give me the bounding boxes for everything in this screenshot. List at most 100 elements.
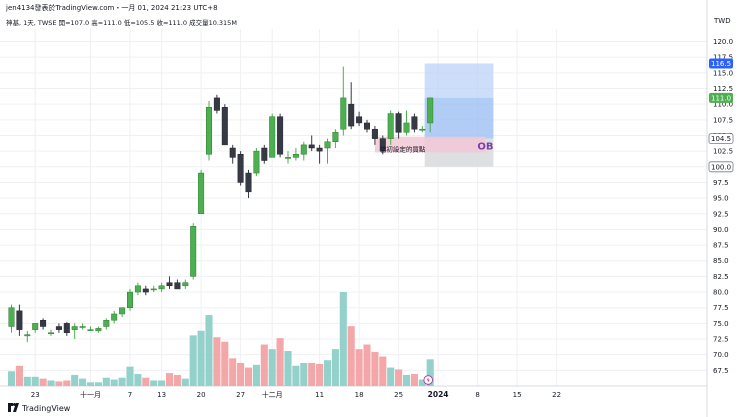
candle-body xyxy=(63,323,70,334)
candle-body xyxy=(40,319,47,327)
price-tick-label: 85.0 xyxy=(713,257,729,265)
currency-label[interactable]: TWD xyxy=(714,17,731,25)
volume-bar xyxy=(426,359,434,386)
volume-bar xyxy=(323,360,332,386)
volume-bar xyxy=(79,378,87,386)
chart-annotations: 當初設定的買點 OB xyxy=(380,141,494,385)
volume-bar xyxy=(126,366,134,386)
candle-body xyxy=(182,282,189,287)
candle-body xyxy=(364,122,370,130)
candle-body xyxy=(71,326,78,330)
candle-body xyxy=(166,282,173,287)
volume-bar xyxy=(15,365,23,386)
buy-point-note: 當初設定的買點 xyxy=(380,144,426,153)
candle-body xyxy=(87,329,94,331)
time-tick-label: 23 xyxy=(31,391,40,399)
tradingview-brand[interactable]: TradingView xyxy=(8,403,70,413)
price-axis[interactable]: 67.5 70.0 72.5 75.0 77.5 80.0 82.5 85.0 87.5 90.0… xyxy=(713,38,733,375)
brand-name: TradingView xyxy=(22,404,71,413)
candle-body xyxy=(237,154,244,183)
price-tick-label: 115.0 xyxy=(713,69,733,77)
price-tags: 116.5 111.0 104.5 100.0 xyxy=(708,58,734,173)
candle-body xyxy=(142,288,149,293)
price-tag-label: 104.5 xyxy=(711,135,731,143)
volume-bar xyxy=(205,315,213,386)
candle-body xyxy=(300,144,307,155)
volume-bar xyxy=(63,380,71,386)
volume-bar xyxy=(402,374,411,386)
candle-body xyxy=(395,113,402,133)
volume-bar xyxy=(371,351,379,386)
volume-bar xyxy=(244,367,253,386)
volume-bar xyxy=(410,374,418,386)
time-tick-label: 15 xyxy=(513,391,522,399)
candle-body xyxy=(387,113,394,139)
order-block-label: OB xyxy=(477,141,493,152)
volume-bar xyxy=(31,376,39,386)
volume-bar xyxy=(7,371,16,386)
candle-body xyxy=(340,97,347,130)
price-tick-label: 117.5 xyxy=(713,54,733,62)
volume-bar xyxy=(197,330,205,386)
price-tag xyxy=(709,92,733,103)
volume-bar xyxy=(237,362,245,386)
price-tick-label: 90.0 xyxy=(713,226,729,234)
position-zones xyxy=(374,63,494,167)
volume-bar xyxy=(363,344,371,386)
time-tick-label: 7 xyxy=(128,391,132,399)
price-tick-label: 70.0 xyxy=(713,351,729,359)
target-zone-filled xyxy=(424,97,494,139)
volume-bar xyxy=(158,380,166,386)
candle-body xyxy=(190,226,197,277)
symbol-info: 神基, 1天, TWSE 開=107.0 高=111.0 低=105.5 收=1… xyxy=(6,19,237,27)
candle-body xyxy=(253,150,260,174)
candle-body xyxy=(221,107,228,146)
candle-body xyxy=(348,103,355,127)
tradingview-logo-icon xyxy=(8,403,19,412)
time-axis[interactable]: 23 十一月 7 13 20 27 十二月 11 18 25 2024 8 15 22 xyxy=(31,390,561,399)
candle-body xyxy=(198,172,205,215)
volume-bar xyxy=(284,351,292,386)
volume-bar xyxy=(39,378,47,386)
candle-body xyxy=(103,319,110,327)
price-tag xyxy=(709,58,733,69)
time-tick-label: 22 xyxy=(552,391,561,399)
volume-bar xyxy=(110,379,118,386)
volume-bar xyxy=(94,382,102,386)
price-tick-label: 75.0 xyxy=(713,320,729,328)
volume-bar xyxy=(355,349,363,386)
price-tick-label: 67.5 xyxy=(713,367,729,375)
time-tick-label: 27 xyxy=(236,391,245,399)
volume-bar xyxy=(379,356,387,386)
candle-body xyxy=(174,282,181,290)
price-tick-label: 110.0 xyxy=(713,101,733,109)
candle-body xyxy=(8,307,15,327)
candle-body xyxy=(95,328,102,332)
candle-body xyxy=(269,116,276,158)
volume-bar xyxy=(387,367,395,386)
candle-body xyxy=(379,138,386,152)
candle-body xyxy=(419,128,426,131)
candle-body xyxy=(403,122,410,133)
volume-bar xyxy=(134,374,142,386)
candles xyxy=(8,66,434,343)
volume-bar xyxy=(55,381,63,386)
candle-body xyxy=(158,285,165,290)
candle-body xyxy=(150,288,157,291)
candle-body xyxy=(356,116,363,124)
volume-bar xyxy=(300,362,308,386)
volume-bar xyxy=(260,344,268,386)
candle-body xyxy=(48,332,54,335)
volume-bar xyxy=(181,378,189,386)
volume-bar xyxy=(276,338,284,386)
candle-body xyxy=(55,326,62,330)
time-tick-label: 13 xyxy=(157,391,166,399)
volume-bar xyxy=(347,326,355,386)
time-tick-label: 2024 xyxy=(428,390,449,399)
volume-bar xyxy=(395,369,403,386)
price-tag xyxy=(708,161,734,173)
lightning-glyph xyxy=(426,377,430,383)
price-tick-label: 72.5 xyxy=(713,336,729,344)
candle-body xyxy=(245,172,252,193)
